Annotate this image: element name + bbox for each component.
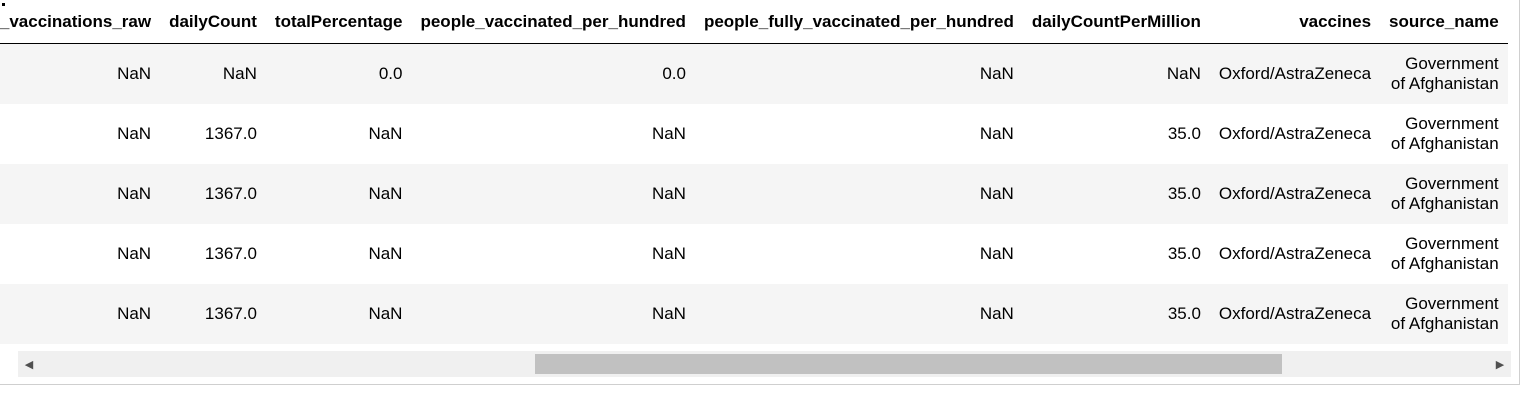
table-cell: NaN — [694, 224, 1023, 284]
table-cell: NaN — [411, 224, 695, 284]
table-cell: Government of Afghanistan — [1380, 284, 1508, 344]
table-cell: NaN — [411, 104, 695, 164]
table-row: NaN 1367.0 NaN NaN NaN 35.0 Oxford/Astra… — [0, 284, 1508, 344]
table-cell: NaN — [0, 43, 161, 104]
table-cell: Government of Afghanistan — [1380, 164, 1508, 224]
table-cell: NaN — [694, 104, 1023, 164]
table-cell: NaN — [694, 164, 1023, 224]
column-header: source_name — [1380, 0, 1508, 44]
table-cell: NaN — [0, 164, 161, 224]
dataframe-output: total_vaccinations_raw dailyCount totalP… — [0, 0, 1520, 385]
table-cell: 0.0 — [265, 43, 412, 104]
arrow-right-icon[interactable]: ▶ — [1495, 358, 1505, 371]
table-cell: Government of Afghanistan — [1380, 43, 1508, 104]
table-cell: Oxford/AstraZeneca — [1209, 164, 1381, 224]
table-cell: NaN — [0, 284, 161, 344]
table-row: NaN NaN 0.0 0.0 NaN NaN Oxford/AstraZene… — [0, 43, 1508, 104]
table-cell: Oxford/AstraZeneca — [1209, 284, 1381, 344]
table-cell: Oxford/AstraZeneca — [1209, 104, 1381, 164]
table-cell: 1367.0 — [160, 164, 266, 224]
arrow-left-icon[interactable]: ◀ — [24, 358, 34, 371]
table-cell: NaN — [0, 224, 161, 284]
table-cell: Government of Afghanistan — [1380, 104, 1508, 164]
column-header: vaccines — [1209, 0, 1381, 44]
header-row: total_vaccinations_raw dailyCount totalP… — [0, 0, 1508, 44]
horizontal-scrollbar[interactable]: ◀ ▶ — [18, 351, 1511, 377]
column-header: people_fully_vaccinated_per_hundred — [694, 0, 1023, 44]
table-viewport[interactable]: total_vaccinations_raw dailyCount totalP… — [0, 0, 1519, 346]
table-cell: 1367.0 — [160, 284, 266, 344]
table-cell: NaN — [694, 284, 1023, 344]
column-header: total_vaccinations_raw — [0, 0, 161, 44]
scrollbar-thumb[interactable] — [535, 354, 1282, 374]
table-cell: Oxford/AstraZeneca — [1209, 43, 1381, 104]
table-row: NaN 1367.0 NaN NaN NaN 35.0 Oxford/Astra… — [0, 164, 1508, 224]
table-row: NaN 1367.0 NaN NaN NaN 35.0 Oxford/Astra… — [0, 224, 1508, 284]
table-cell: 35.0 — [1022, 284, 1210, 344]
table-cell: NaN — [694, 43, 1023, 104]
column-header: people_vaccinated_per_hundred — [411, 0, 695, 44]
table-cell: NaN — [0, 104, 161, 164]
table-cell: 35.0 — [1022, 224, 1210, 284]
table-cell: 35.0 — [1022, 104, 1210, 164]
table-cell: NaN — [265, 104, 412, 164]
column-header: totalPercentage — [265, 0, 412, 44]
table-cell: 1367.0 — [160, 104, 266, 164]
column-header: dailyCount — [160, 0, 266, 44]
table-cell: 35.0 — [1022, 164, 1210, 224]
table-cell: NaN — [411, 164, 695, 224]
table-cell: Oxford/AstraZeneca — [1209, 224, 1381, 284]
table-row: NaN 1367.0 NaN NaN NaN 35.0 Oxford/Astra… — [0, 104, 1508, 164]
table-cell: NaN — [265, 164, 412, 224]
column-header: dailyCountPerMillion — [1022, 0, 1210, 44]
table-cell: NaN — [265, 284, 412, 344]
table-cell: 0.0 — [411, 43, 695, 104]
table-cell: NaN — [265, 224, 412, 284]
table-cell: NaN — [411, 284, 695, 344]
dataframe-table: total_vaccinations_raw dailyCount totalP… — [0, 0, 1508, 344]
table-cell: NaN — [160, 43, 266, 104]
table-cell: NaN — [1022, 43, 1210, 104]
table-cell: 1367.0 — [160, 224, 266, 284]
table-cell: Government of Afghanistan — [1380, 224, 1508, 284]
